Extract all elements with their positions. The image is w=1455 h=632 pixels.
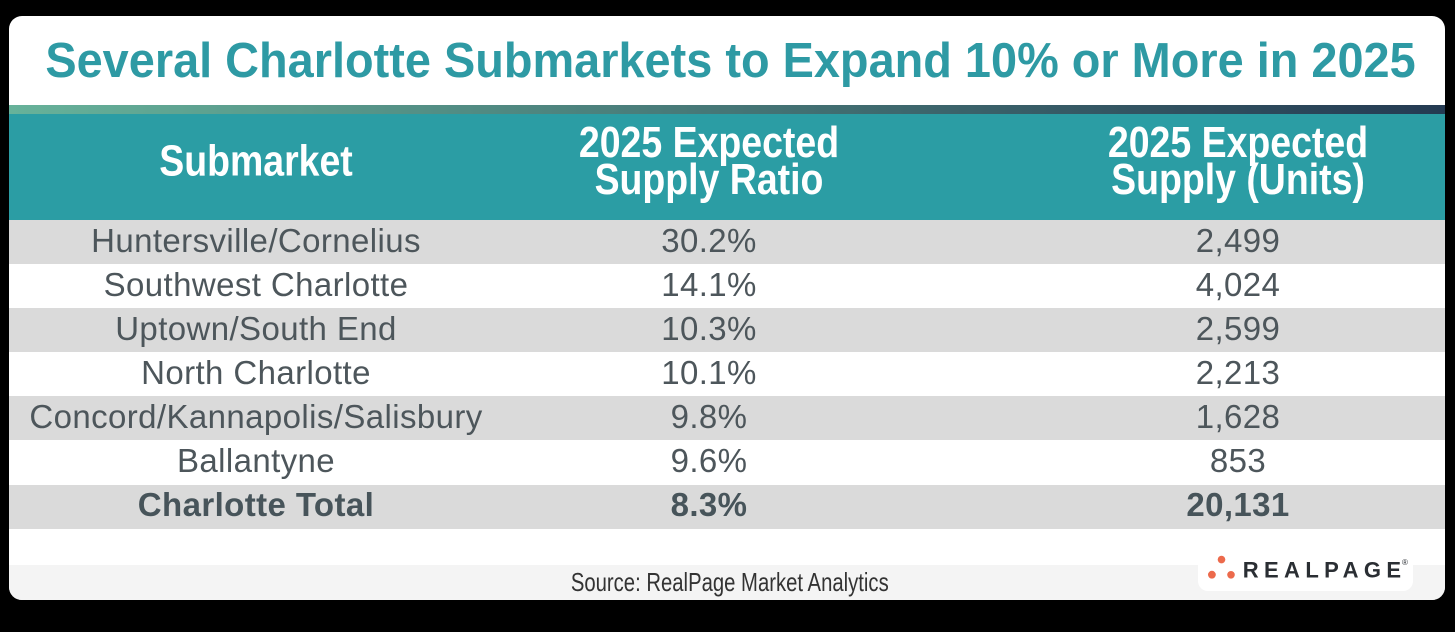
svg-text:®: ®: [1402, 558, 1408, 567]
svg-text:REALPAGE: REALPAGE: [1243, 557, 1407, 582]
